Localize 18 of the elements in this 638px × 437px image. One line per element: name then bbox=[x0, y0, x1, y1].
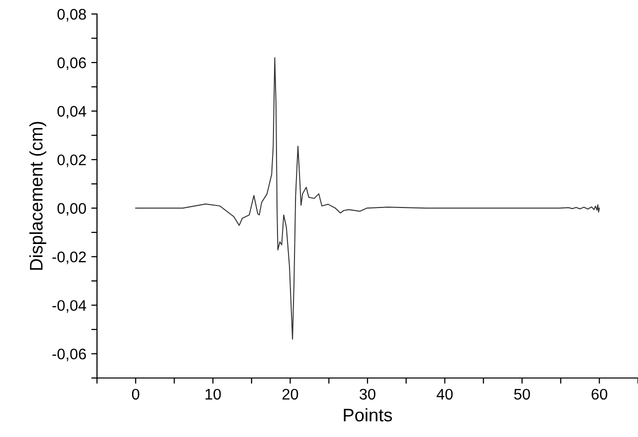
y-tick-label: 0,06 bbox=[57, 57, 86, 70]
y-axis-title: Displacement (cm) bbox=[29, 122, 46, 270]
y-tick-label: 0,00 bbox=[57, 203, 86, 216]
x-tick-label: 40 bbox=[436, 388, 453, 400]
y-tick-label: 0,08 bbox=[57, 8, 86, 22]
y-tick-label: -0,04 bbox=[52, 300, 86, 313]
x-tick-label: 20 bbox=[282, 388, 298, 400]
x-tick-label: 60 bbox=[592, 388, 608, 400]
x-axis-title: Points bbox=[344, 408, 392, 422]
x-tick-label: 10 bbox=[206, 388, 221, 400]
line-series bbox=[135, 57, 600, 340]
x-tick-label: 0 bbox=[132, 388, 140, 400]
x-tick-label: 50 bbox=[514, 388, 530, 400]
y-tick-label: -0,06 bbox=[52, 348, 86, 362]
y-tick-label: 0,04 bbox=[57, 106, 86, 119]
y-tick-label: -0,02 bbox=[52, 252, 86, 264]
x-tick-label: 30 bbox=[360, 388, 376, 400]
y-tick-label: 0,02 bbox=[57, 154, 86, 168]
